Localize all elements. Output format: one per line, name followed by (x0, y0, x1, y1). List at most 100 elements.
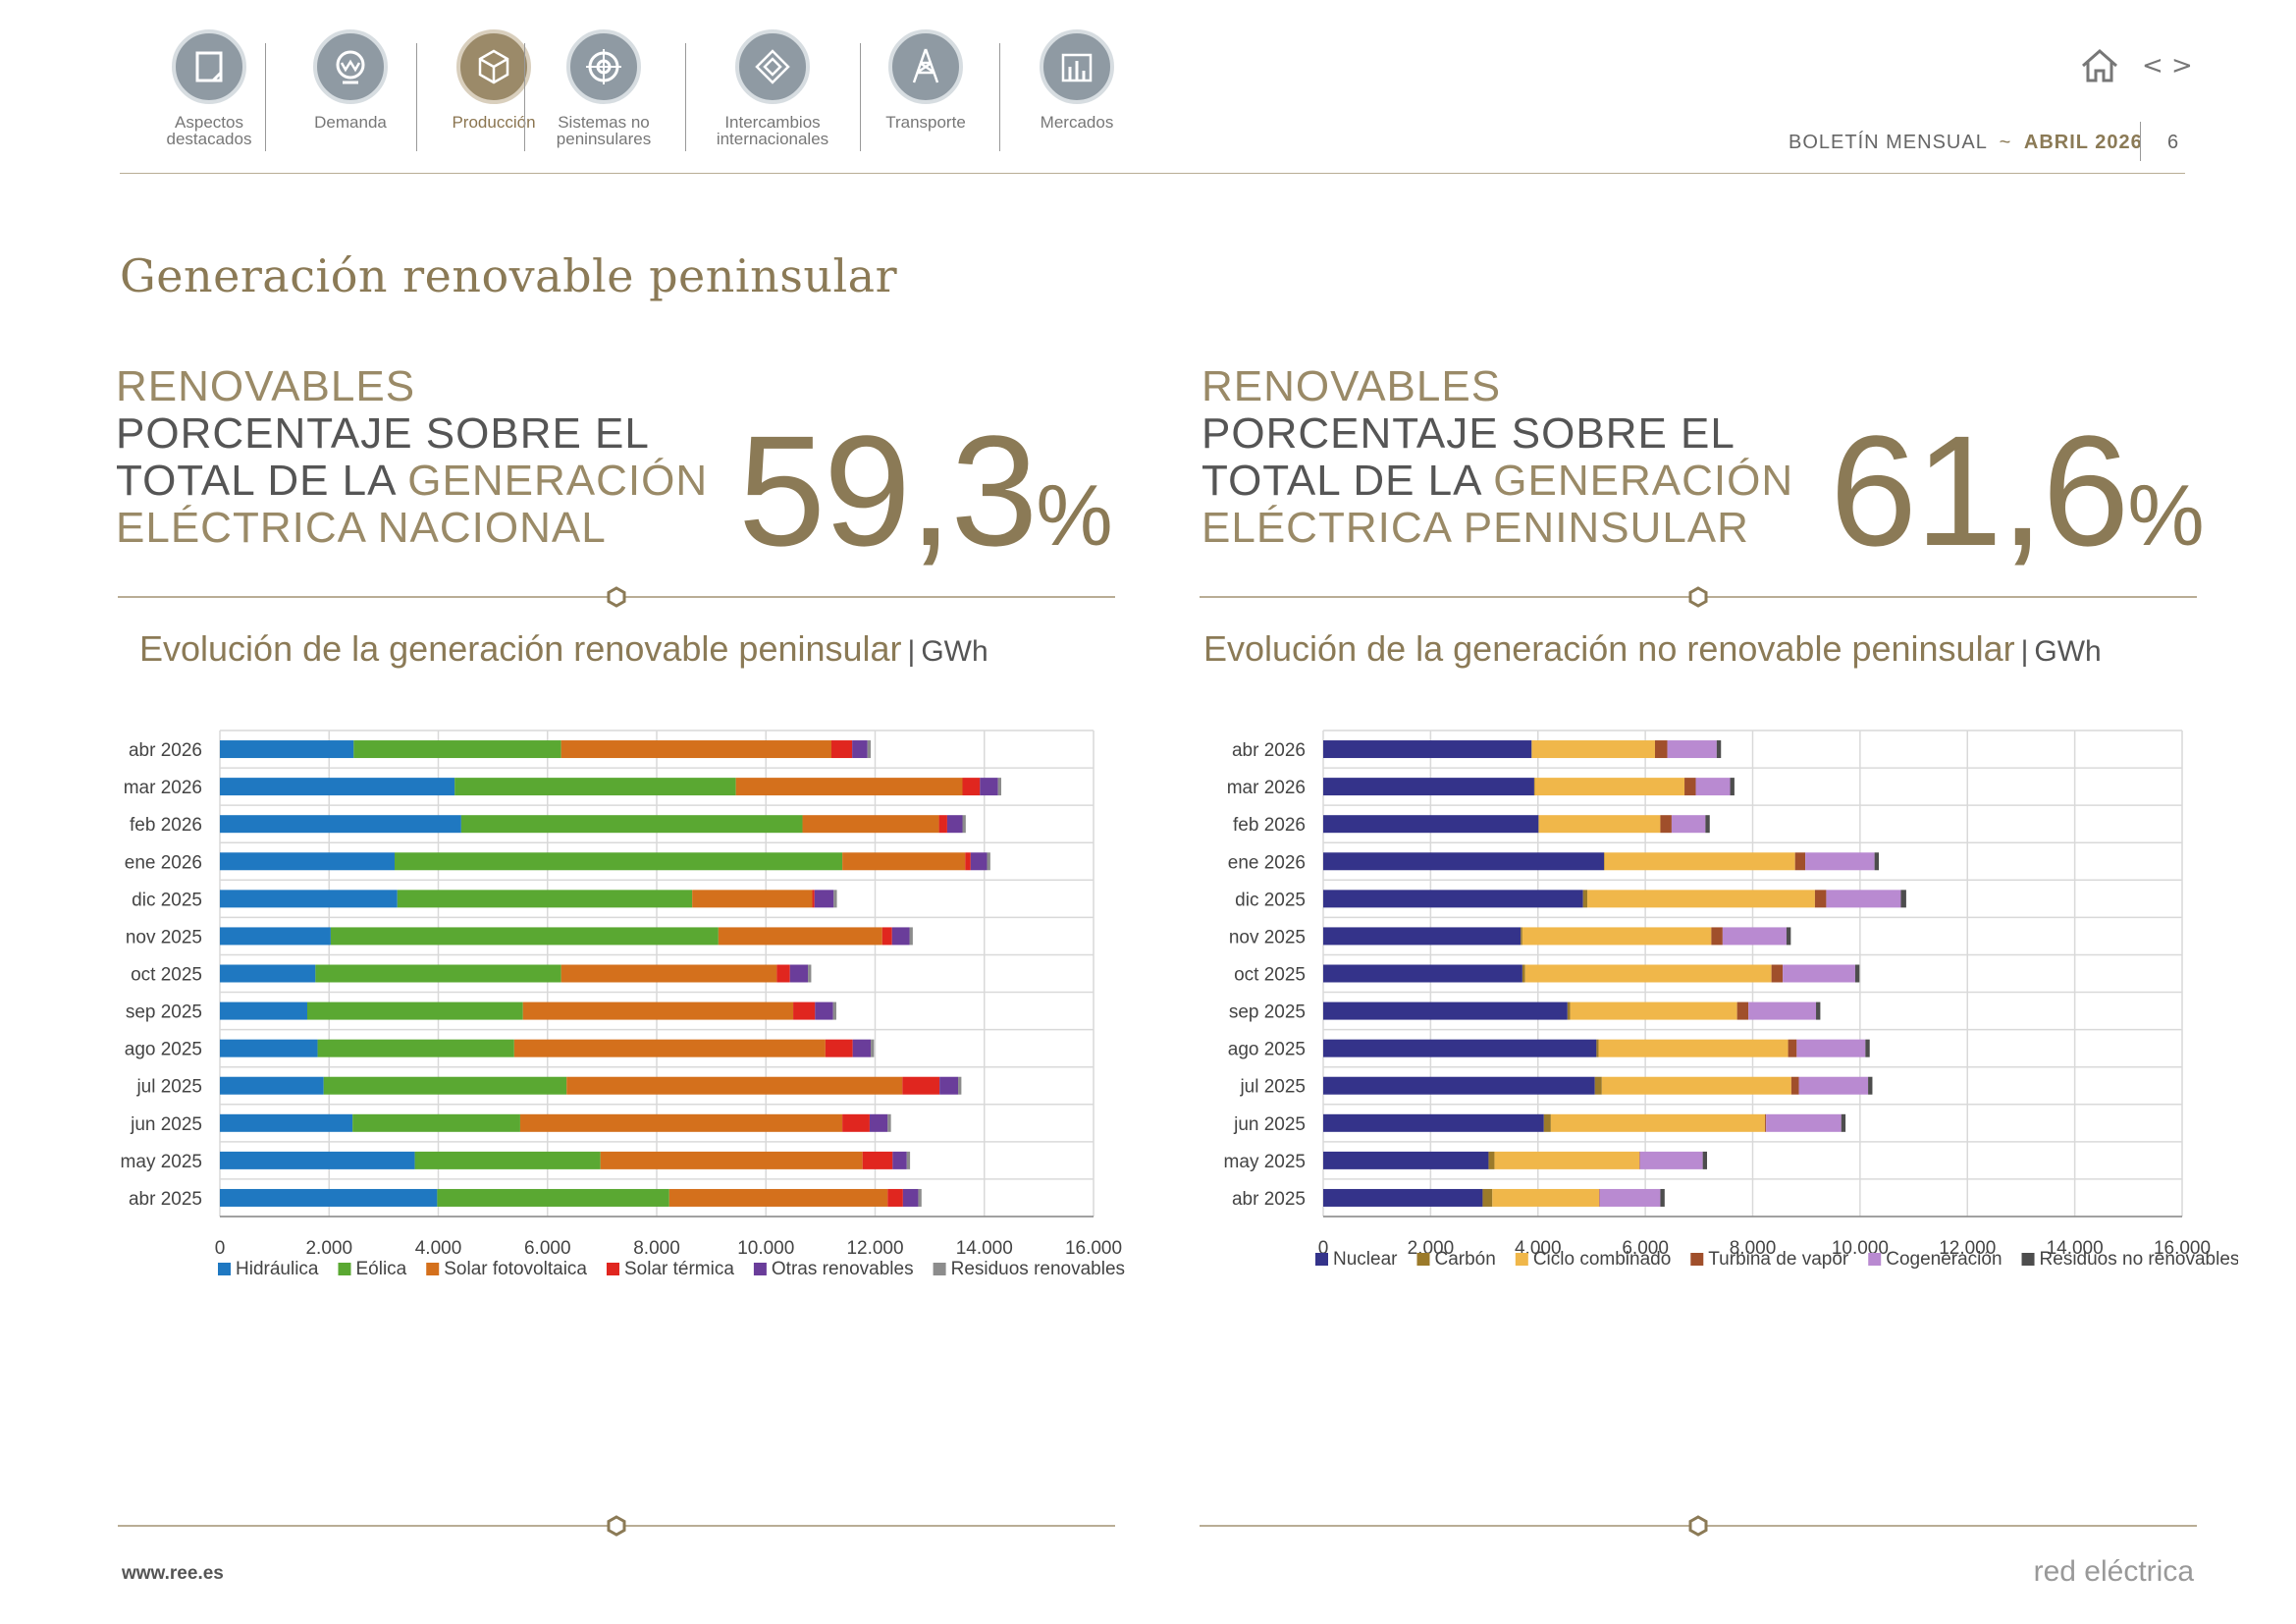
y-tick-label: feb 2026 (1233, 815, 1306, 836)
bar-segment (220, 1076, 324, 1095)
bar-segment (997, 778, 1001, 796)
bar-segment (323, 1076, 567, 1095)
bar-segment (1323, 778, 1534, 796)
chart-right-title-block: Evolución de la generación no renovable … (1203, 628, 2102, 669)
home-button[interactable] (2079, 47, 2120, 88)
bar-segment (1534, 778, 1685, 796)
nav-item-aspectos[interactable]: Aspectos destacados (135, 29, 283, 147)
nav-label: Intercambios (724, 113, 821, 132)
legend-label: Solar térmica (624, 1259, 734, 1279)
bar-segment (566, 1076, 903, 1095)
nav-divider (416, 43, 417, 151)
divider-left-bottom (118, 1515, 1115, 1537)
y-tick-label: sep 2025 (126, 1002, 202, 1023)
kpi-left-l4: ELÉCTRICA NACIONAL (116, 504, 607, 552)
y-tick-label: abr 2026 (129, 740, 202, 761)
target-icon (566, 29, 641, 104)
bar-segment (842, 852, 966, 871)
kpi-left-l3a: TOTAL DE LA (116, 457, 408, 505)
bar-segment (1722, 927, 1787, 946)
y-tick-label: oct 2025 (1234, 965, 1306, 986)
bar-segment (906, 1151, 911, 1169)
pylon-icon (888, 29, 963, 104)
y-tick-label: jun 2025 (130, 1114, 202, 1135)
bar-segment (1323, 890, 1583, 908)
bar-segment (1323, 815, 1539, 834)
nav-divider (999, 43, 1000, 151)
bar-segment (1596, 1039, 1599, 1057)
nonrenewable-chart: 0 2.000 4.000 6.000 8.000 10.000 12.000 14.000 1… (1224, 730, 2238, 1270)
bar-segment (815, 1001, 833, 1020)
bar-segment (220, 1039, 318, 1057)
legend-swatch (1868, 1253, 1882, 1266)
bar-segment (902, 1076, 940, 1095)
nav-label-2: destacados (166, 130, 252, 148)
legend-label: Residuos renovables (951, 1259, 1125, 1279)
legend-swatch (1690, 1253, 1704, 1266)
bar-segment (1796, 1039, 1866, 1057)
bar-segment (833, 890, 837, 908)
bar-segment (220, 1113, 353, 1132)
kpi-right-l3a: TOTAL DE LA (1201, 457, 1494, 505)
bar-segment (987, 852, 990, 871)
chart-right-unit: GWh (2034, 635, 2102, 668)
legend-label: Ciclo combinado (1533, 1249, 1671, 1270)
bar-segment (1814, 890, 1827, 908)
bar-segment (1765, 1113, 1767, 1132)
nav-item-demanda[interactable]: Demanda (277, 29, 424, 131)
bar-segment (808, 964, 812, 983)
bar-segment (946, 815, 963, 834)
nav-item-transporte[interactable]: Transporte (852, 29, 999, 131)
bulletin-month: ABRIL 2026 (2023, 132, 2143, 153)
legend-swatch (2021, 1253, 2035, 1266)
legend-swatch (218, 1263, 231, 1275)
x-tick-label: 8.000 (633, 1238, 680, 1259)
nav-item-intercambios[interactable]: Intercambios internacionales (699, 29, 846, 147)
bar-segment (692, 890, 813, 908)
kpi-left-value: 59,3% (738, 412, 1113, 594)
legend-swatch (338, 1263, 351, 1275)
bar-segment (939, 1076, 959, 1095)
bar-segment (1323, 1188, 1483, 1207)
x-tick-label: 12.000 (846, 1238, 903, 1259)
bar-segment (1794, 852, 1806, 871)
nav-item-mercados[interactable]: Mercados (1003, 29, 1150, 131)
bar-segment (220, 852, 395, 871)
bar-segment (220, 927, 331, 946)
bar-segment (1488, 1151, 1495, 1169)
bar-segment (909, 927, 913, 946)
bar-segment (962, 815, 966, 834)
y-tick-label: nov 2025 (126, 927, 202, 947)
kpi-right-l1: RENOVABLES (1201, 362, 1502, 410)
footer-url[interactable]: www.ree.es (122, 1563, 224, 1584)
nav-item-sistemas[interactable]: Sistemas no peninsulares (530, 29, 677, 147)
bar-segment (220, 778, 455, 796)
legend-swatch (1315, 1253, 1328, 1266)
header-rule (120, 173, 2185, 174)
kpi-right-number: 61,6 (1830, 403, 2129, 578)
bar-segment (1783, 964, 1855, 983)
bar-segment (353, 740, 561, 759)
bar-segment (220, 964, 316, 983)
bar-segment (1599, 1188, 1600, 1207)
nav-divider (265, 43, 266, 151)
nav-item-produccion[interactable]: Producción (420, 29, 567, 131)
y-tick-label: ene 2026 (1228, 852, 1306, 873)
legend-swatch (1416, 1253, 1430, 1266)
bar-segment (1522, 964, 1525, 983)
y-tick-label: mar 2026 (124, 778, 202, 798)
prev-page-button[interactable]: < (2142, 51, 2163, 81)
bar-segment (1604, 852, 1605, 871)
divider-right-bottom (1200, 1515, 2197, 1537)
bar-segment (1711, 927, 1723, 946)
nav-label: Demanda (314, 113, 387, 132)
kpi-left-l1: RENOVABLES (116, 362, 416, 410)
legend-label: Carbón (1434, 1249, 1495, 1270)
bar-segment (825, 1039, 853, 1057)
x-tick-label: 16.000 (1065, 1238, 1122, 1259)
bar-segment (522, 1001, 794, 1020)
legend-label: Turbina de vapor (1708, 1249, 1849, 1270)
bars-icon (1040, 29, 1114, 104)
bar-segment (1492, 1188, 1600, 1207)
next-page-button[interactable]: > (2171, 51, 2193, 81)
